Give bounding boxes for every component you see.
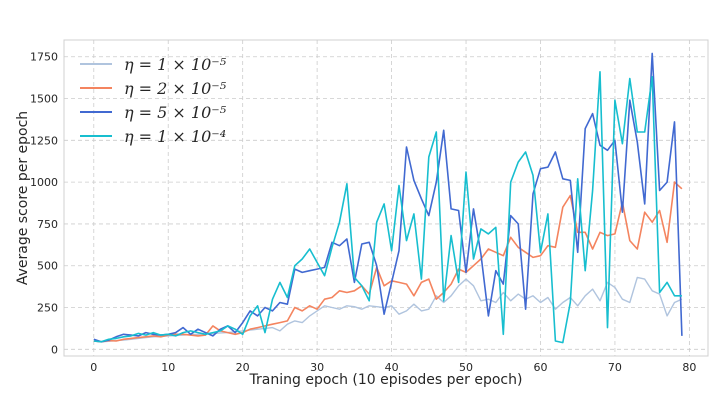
series-line-3 [93,71,682,344]
legend-label-1: η = 2 × 10⁻⁵ [124,79,227,98]
series-line-1 [93,181,683,343]
x-tick-label-3: 30 [310,361,324,374]
x-tick-label-6: 60 [533,361,547,374]
legend-label-0: η = 1 × 10⁻⁵ [124,55,227,74]
y-axis-ticks: 0 250 500 750 1000 1250 1500 1750 [30,51,58,357]
legend-label-3: η = 1 × 10⁻⁴ [124,127,226,146]
series-line-2 [93,52,683,343]
x-axis-label: Traning epoch (10 episodes per epoch) [249,372,523,388]
y-tick-label-6: 1500 [30,93,58,106]
y-tick-label-2: 500 [37,260,58,273]
x-tick-label-0: 0 [90,361,97,374]
y-tick-label-5: 1250 [30,134,58,147]
x-tick-label-1: 10 [161,361,175,374]
grid-lines [64,40,708,356]
x-axis-ticks: 0 10 20 30 40 50 60 70 80 [90,361,696,374]
legend-label-2: η = 5 × 10⁻⁵ [124,103,227,122]
x-tick-label-4: 40 [385,361,399,374]
x-tick-label-8: 80 [682,361,696,374]
series-lines [93,52,683,344]
x-tick-label-7: 70 [608,361,622,374]
y-tick-label-4: 1000 [30,176,58,189]
x-tick-label-2: 20 [236,361,250,374]
y-tick-label-3: 750 [37,218,58,231]
y-tick-label-0: 0 [51,343,58,356]
y-tick-label-7: 1750 [30,51,58,64]
y-axis-label: Average score per epoch [15,111,31,285]
y-tick-label-1: 250 [37,302,58,315]
legend: η = 1 × 10⁻⁵ η = 2 × 10⁻⁵ η = 5 × 10⁻⁵ η = … [80,55,227,146]
x-tick-label-5: 50 [459,361,473,374]
